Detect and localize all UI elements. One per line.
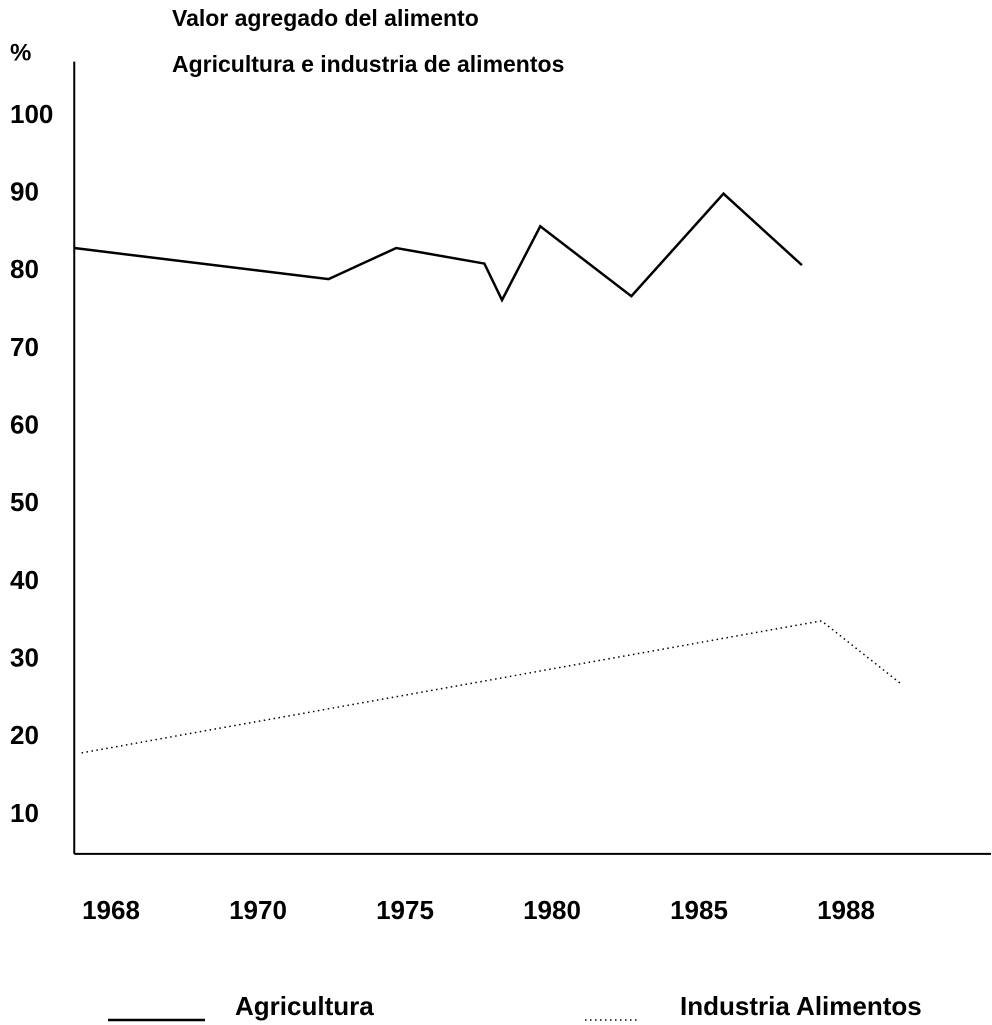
line-series	[81, 620, 901, 754]
legend-label: Industria Alimentos	[680, 991, 922, 1021]
x-tick-label: 1988	[817, 895, 875, 925]
y-axis-label: %	[10, 39, 31, 66]
y-tick-label: 40	[10, 565, 39, 595]
x-tick-label: 1985	[670, 895, 728, 925]
x-tick-label: 1980	[523, 895, 581, 925]
y-tick-label: 60	[10, 410, 39, 440]
line-series	[74, 191, 803, 303]
x-tick-label: 1970	[229, 895, 287, 925]
chart-title: Valor agregado del alimento	[172, 5, 479, 31]
x-tick-label: 1968	[82, 895, 140, 925]
y-tick-label: 80	[10, 254, 39, 284]
y-tick-label: 90	[10, 177, 39, 207]
chart-subtitle: Agricultura e industria de alimentos	[172, 51, 564, 77]
y-tick-label: 100	[10, 99, 53, 129]
x-tick-label: 1975	[376, 895, 434, 925]
y-tick-label: 10	[10, 798, 39, 828]
y-tick-label: 50	[10, 487, 39, 517]
y-tick-label: 20	[10, 720, 39, 750]
legend-label: Agricultura	[235, 991, 374, 1021]
y-tick-label: 70	[10, 332, 39, 362]
y-tick-label: 30	[10, 643, 39, 673]
